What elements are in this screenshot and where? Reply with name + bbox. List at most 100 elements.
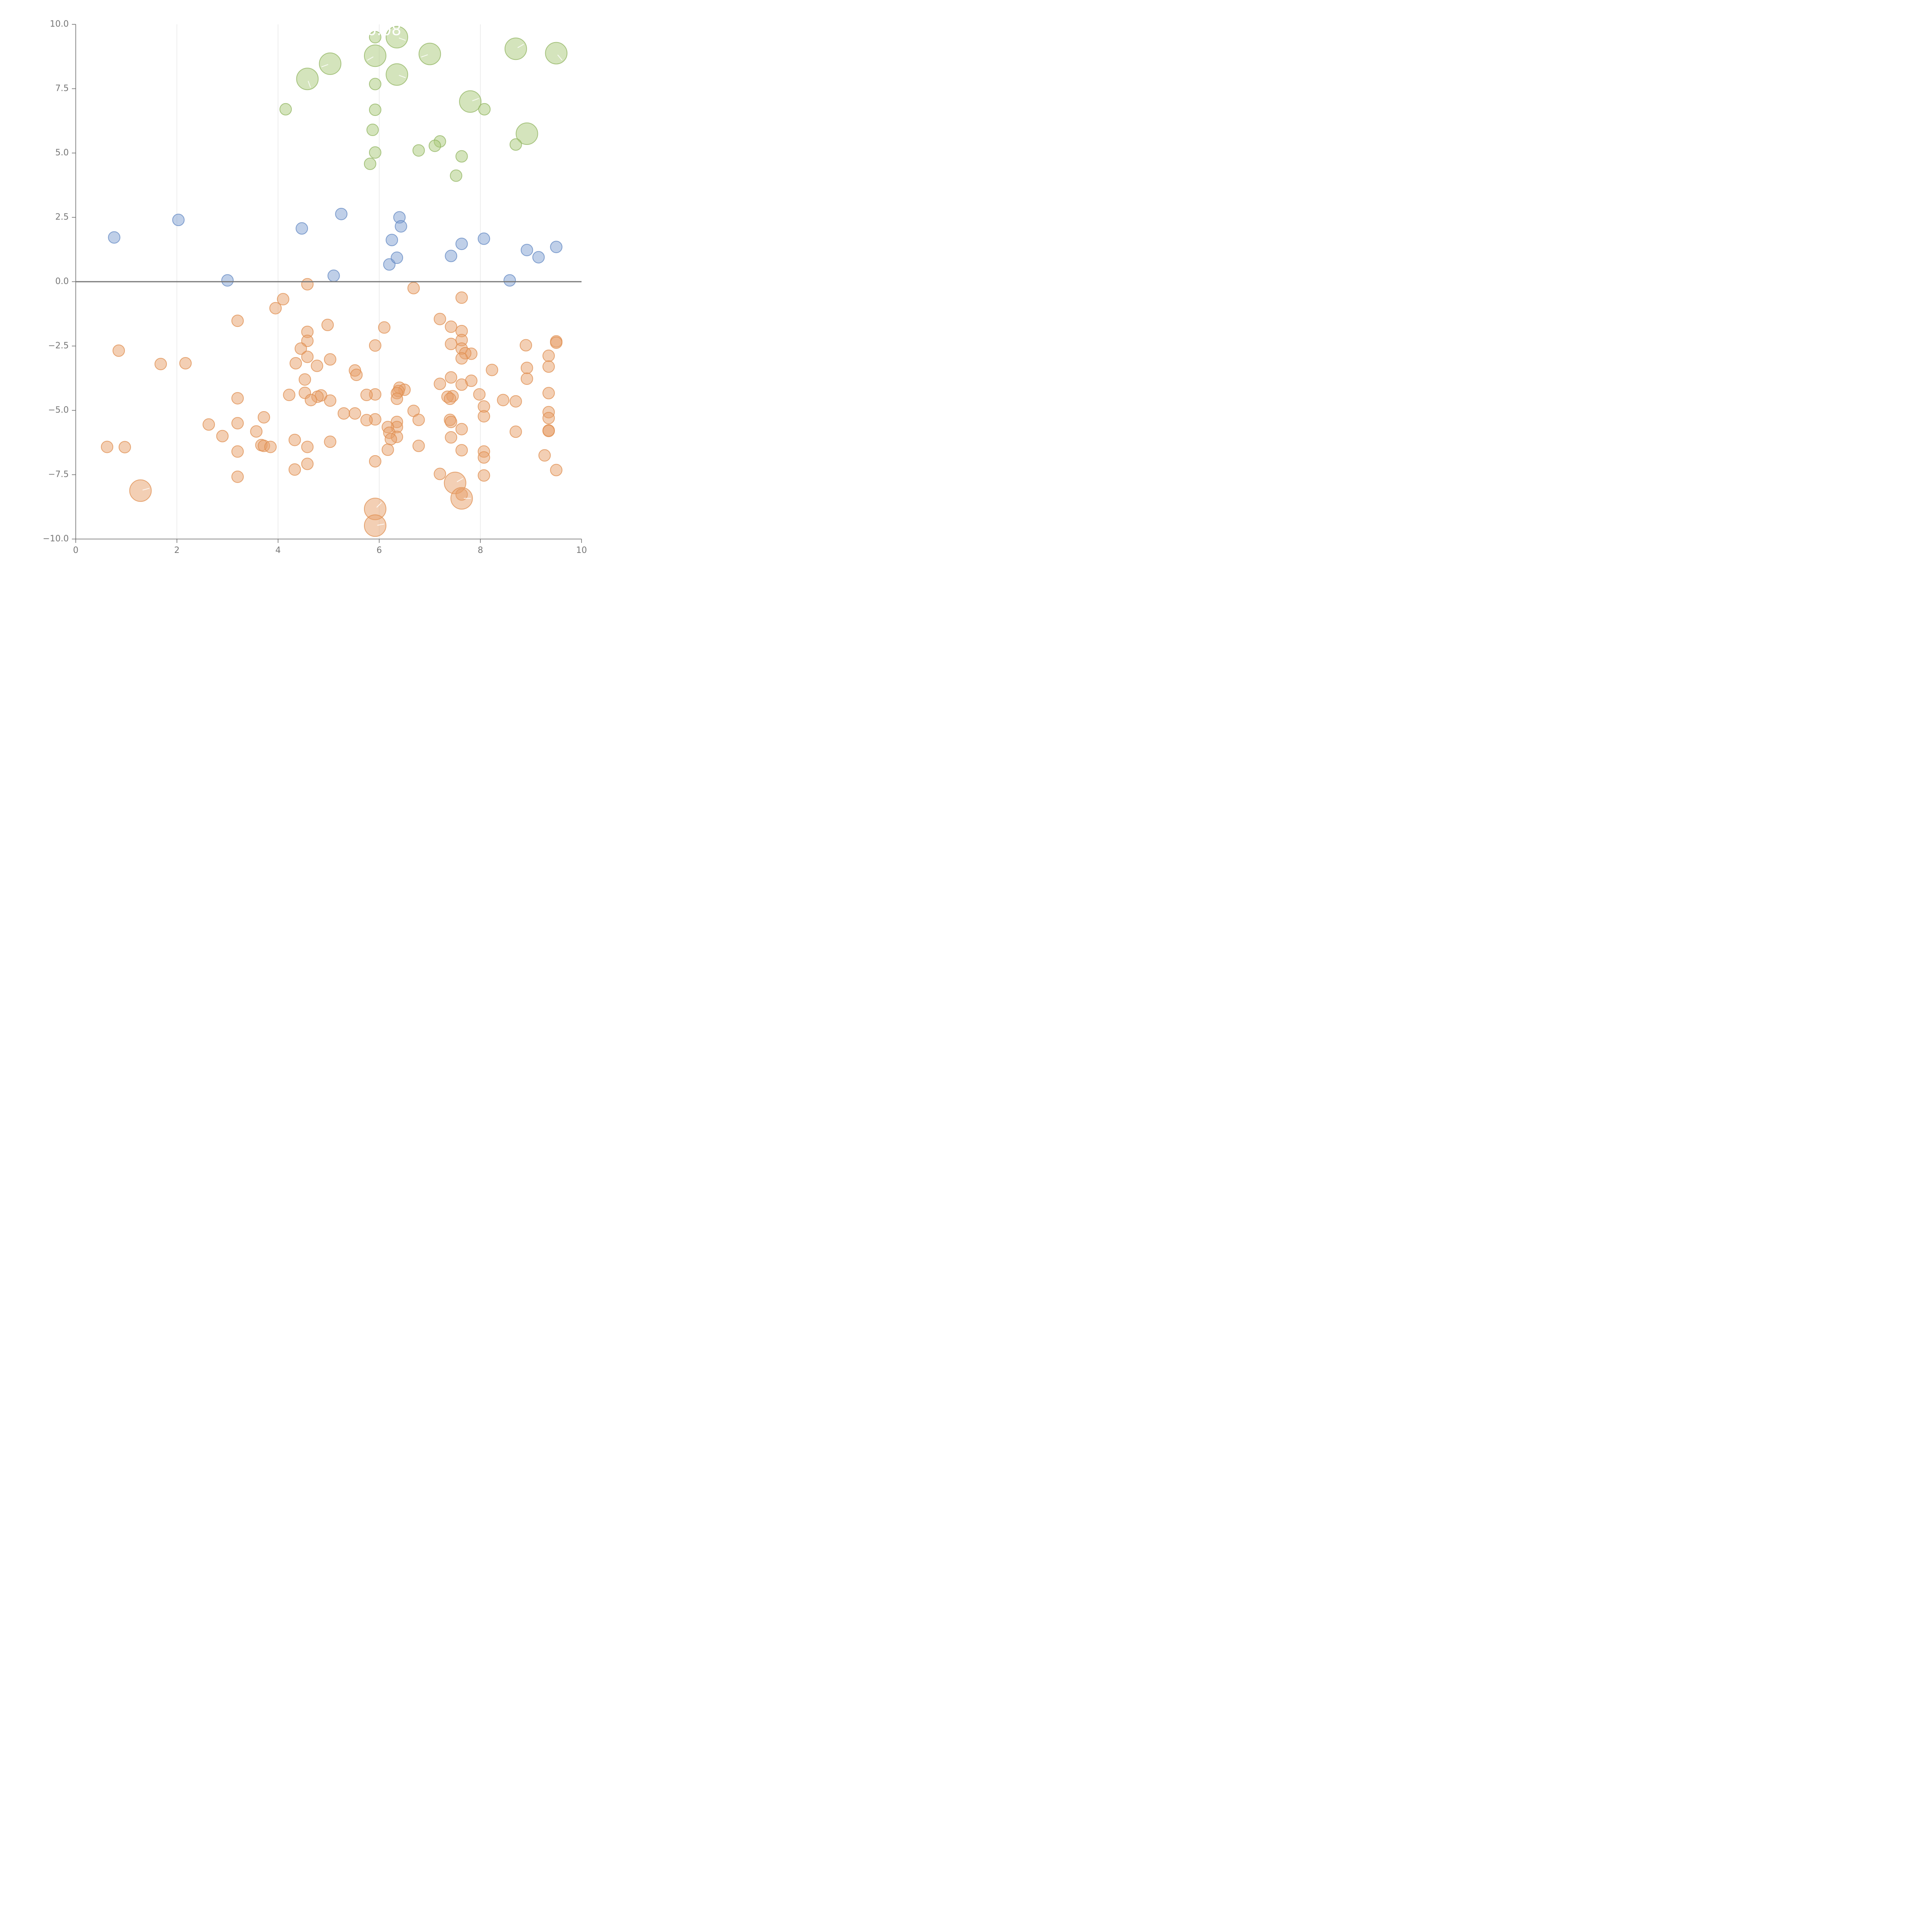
green-point bbox=[504, 37, 527, 60]
orange-point bbox=[337, 407, 350, 420]
orange-point bbox=[231, 470, 244, 483]
y-tick-label: 0.0 bbox=[55, 277, 69, 286]
orange-point bbox=[269, 302, 282, 315]
orange-point bbox=[486, 364, 498, 376]
green-point bbox=[386, 63, 408, 86]
green-point bbox=[455, 150, 468, 163]
orange-point-marker bbox=[377, 524, 384, 526]
y-tick-label: −2.5 bbox=[48, 341, 69, 351]
green-point bbox=[429, 139, 441, 152]
orange-point bbox=[288, 434, 301, 446]
orange-point bbox=[118, 441, 131, 454]
orange-point bbox=[497, 394, 510, 406]
orange-point bbox=[301, 350, 314, 363]
green-point bbox=[450, 169, 463, 182]
blue-point bbox=[221, 274, 234, 287]
orange-point bbox=[542, 349, 555, 362]
orange-point bbox=[257, 411, 270, 423]
x-tick-label: 2 bbox=[174, 546, 180, 555]
x-tick-label: 4 bbox=[276, 546, 281, 555]
green-point-marker bbox=[472, 98, 479, 101]
green-point bbox=[364, 44, 386, 67]
orange-point bbox=[542, 412, 555, 424]
annotation-label: 0.08 bbox=[367, 21, 401, 39]
orange-point bbox=[478, 451, 490, 464]
orange-point bbox=[283, 389, 296, 401]
y-tick-label: −10.0 bbox=[43, 534, 69, 544]
orange-point bbox=[412, 413, 425, 426]
green-point-marker bbox=[517, 44, 524, 48]
green-point bbox=[478, 103, 491, 116]
orange-point bbox=[473, 388, 486, 401]
green-point-marker bbox=[321, 64, 328, 67]
orange-point-marker bbox=[376, 502, 382, 508]
blue-point bbox=[445, 250, 457, 262]
orange-point bbox=[434, 313, 446, 325]
green-point bbox=[279, 103, 292, 116]
orange-point bbox=[231, 315, 244, 327]
orange-point bbox=[455, 291, 468, 304]
orange-point bbox=[455, 423, 468, 435]
orange-point bbox=[509, 425, 522, 438]
orange-point bbox=[445, 415, 457, 428]
orange-point bbox=[289, 357, 302, 370]
blue-point bbox=[550, 241, 563, 253]
orange-point bbox=[455, 378, 468, 391]
x-tick-label: 8 bbox=[478, 546, 483, 555]
orange-point bbox=[231, 392, 244, 405]
green-point-marker bbox=[399, 37, 406, 41]
green-point bbox=[459, 90, 482, 113]
orange-point bbox=[538, 449, 551, 462]
orange-point bbox=[542, 425, 555, 437]
orange-point bbox=[445, 338, 457, 350]
orange-point bbox=[324, 353, 337, 366]
orange-point bbox=[455, 352, 468, 365]
green-point bbox=[296, 68, 319, 90]
orange-point bbox=[369, 455, 381, 468]
blue-point bbox=[108, 231, 121, 244]
blue-point bbox=[335, 207, 348, 220]
orange-point bbox=[509, 395, 522, 408]
y-tick-label: 5.0 bbox=[55, 148, 69, 158]
bubble-scatter-chart: 10.07.55.02.50.0−2.5−5.0−7.5−10.00 2 4 6 8 10… bbox=[43, 19, 587, 555]
orange-point bbox=[202, 418, 215, 431]
orange-point bbox=[129, 479, 152, 502]
orange-point bbox=[445, 371, 457, 384]
orange-point bbox=[381, 443, 394, 456]
orange-point bbox=[445, 320, 457, 333]
orange-point bbox=[231, 417, 244, 430]
orange-point bbox=[324, 394, 337, 407]
orange-point bbox=[369, 339, 381, 352]
green-point-marker bbox=[367, 56, 374, 61]
green-point bbox=[369, 104, 381, 116]
orange-point bbox=[384, 433, 397, 446]
orange-point bbox=[298, 373, 311, 386]
green-point bbox=[509, 138, 522, 151]
y-tick-label: −5.0 bbox=[48, 405, 69, 415]
orange-point bbox=[434, 378, 446, 390]
green-point-marker bbox=[557, 54, 563, 61]
orange-point bbox=[294, 342, 307, 355]
y-tick-label: 7.5 bbox=[55, 84, 69, 94]
blue-point bbox=[172, 214, 185, 226]
orange-point bbox=[350, 369, 363, 381]
green-point bbox=[366, 124, 379, 136]
orange-point bbox=[412, 439, 425, 452]
orange-point bbox=[444, 393, 456, 405]
orange-point bbox=[264, 440, 277, 453]
green-point bbox=[418, 43, 441, 65]
blue-point bbox=[478, 232, 490, 245]
y-tick-label: −7.5 bbox=[48, 470, 69, 480]
orange-point bbox=[231, 445, 244, 458]
blue-point bbox=[391, 252, 403, 264]
x-tick-label: 6 bbox=[376, 546, 382, 555]
green-point bbox=[545, 42, 568, 65]
blue-point bbox=[532, 251, 545, 264]
orange-point bbox=[391, 393, 403, 405]
orange-point bbox=[112, 344, 125, 357]
y-tick-label: 10.0 bbox=[50, 19, 69, 29]
orange-point bbox=[407, 282, 420, 294]
orange-point bbox=[216, 430, 229, 442]
blue-point bbox=[395, 220, 407, 233]
orange-point bbox=[154, 358, 167, 371]
